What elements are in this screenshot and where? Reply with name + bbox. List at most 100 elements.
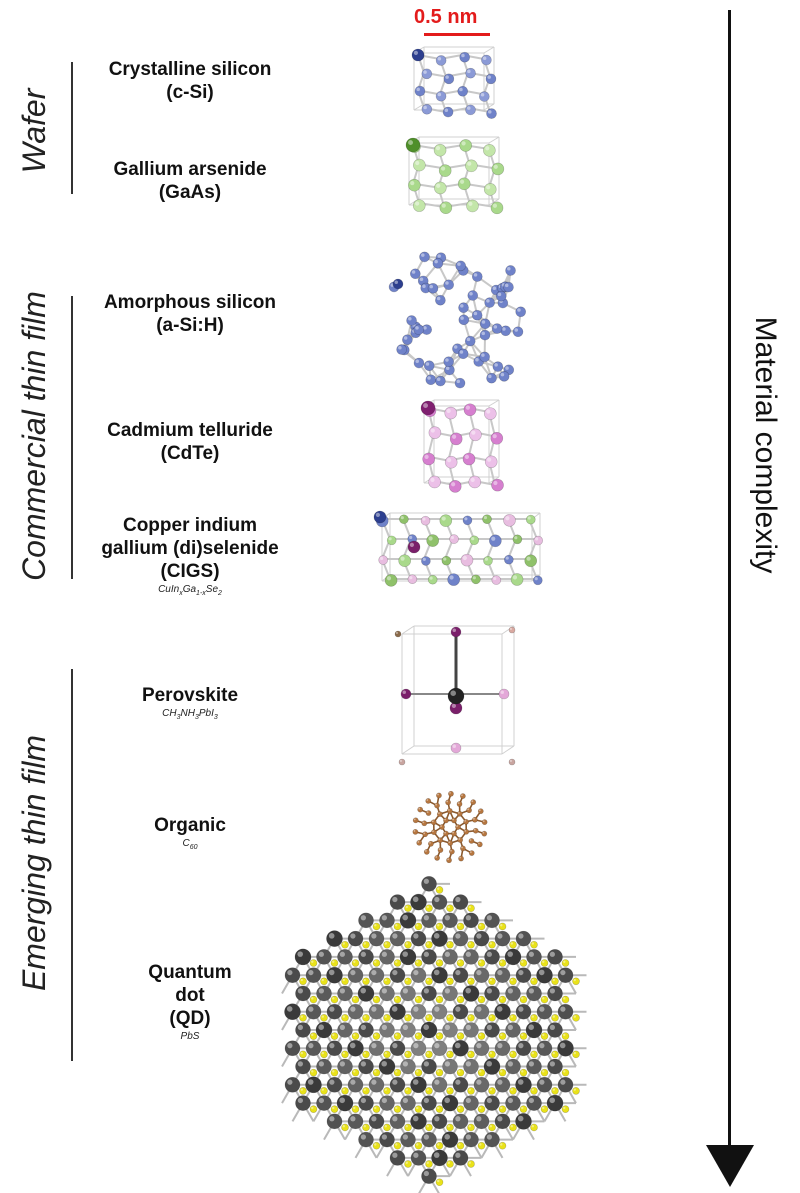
atom: [368, 1003, 385, 1020]
atom: [463, 1022, 479, 1038]
pb-atom: [326, 930, 343, 947]
atom: [459, 139, 472, 152]
atom: [425, 810, 432, 816]
s-atom: [551, 1050, 559, 1059]
s-atom: [456, 922, 465, 931]
atom: [444, 406, 458, 420]
highlighted-atom: [405, 137, 421, 153]
pb-atom: [389, 1003, 406, 1021]
atom: [442, 912, 458, 929]
s-atom: [530, 977, 538, 986]
material-abbr: (CdTe): [160, 443, 220, 464]
s-atom: [446, 940, 454, 949]
atom: [463, 1131, 479, 1148]
s-atom: [530, 1087, 538, 1095]
s-atom: [362, 1014, 370, 1022]
atom: [515, 306, 527, 318]
s-atom: [509, 1050, 517, 1059]
s-atom: [299, 1014, 307, 1022]
s-atom: [425, 977, 433, 986]
pb-atom: [452, 1039, 469, 1057]
material-formula: CH3NH3PbI3: [162, 708, 218, 721]
s-atom: [488, 1014, 496, 1022]
s-atom: [477, 1141, 486, 1150]
atom: [473, 1003, 490, 1020]
atom: [379, 985, 395, 1002]
atom: [439, 201, 453, 215]
s-atom: [467, 1160, 475, 1168]
s-atom: [404, 1014, 412, 1022]
atom: [432, 258, 444, 269]
s-atom: [320, 977, 328, 986]
atom: [400, 1095, 416, 1111]
atom: [557, 1077, 574, 1093]
atom: [458, 314, 470, 326]
s-atom: [477, 1032, 486, 1040]
atom: [526, 985, 542, 1002]
s-atom: [425, 904, 433, 913]
s-atom: [299, 1050, 307, 1059]
atom: [463, 403, 477, 417]
atom: [305, 1003, 322, 1020]
s-atom: [362, 1087, 370, 1095]
s-atom: [414, 1032, 423, 1040]
atom: [457, 177, 471, 191]
atom: [408, 178, 421, 192]
atom: [473, 967, 490, 983]
s-atom: [425, 940, 433, 949]
atom: [452, 967, 469, 983]
s-atom: [404, 1087, 412, 1095]
atom: [479, 318, 491, 330]
pb-atom: [410, 893, 427, 911]
atom: [486, 372, 497, 384]
atom: [410, 930, 427, 947]
s-atom: [551, 1014, 559, 1022]
s-atom: [404, 1160, 412, 1168]
s-atom: [509, 940, 517, 949]
atom: [452, 1150, 469, 1166]
material-name: Copper indium: [122, 515, 258, 536]
s-atom: [456, 959, 465, 967]
s-atom: [414, 995, 423, 1004]
s-atom: [540, 1105, 549, 1113]
atom: [379, 1095, 395, 1111]
atom: [295, 1058, 311, 1075]
atom: [389, 1040, 406, 1057]
atom: [505, 1058, 521, 1075]
pb-atom: [447, 687, 465, 705]
atom: [510, 573, 524, 586]
s-atom: [540, 1032, 549, 1040]
s-atom: [477, 1068, 486, 1077]
atom: [379, 949, 395, 965]
pb-atom: [284, 1003, 301, 1021]
pb-atom: [441, 1094, 459, 1112]
atom: [495, 290, 507, 302]
atom: [485, 73, 497, 85]
s-atom: [435, 1141, 444, 1150]
atom: [358, 1058, 374, 1075]
category-label-commercial: Commercial thin film: [16, 291, 52, 581]
atom: [284, 967, 301, 983]
s-atom: [488, 977, 496, 986]
atom: [420, 515, 431, 526]
s-atom: [404, 977, 412, 986]
atom: [368, 1113, 385, 1130]
atom: [413, 324, 425, 335]
s-atom: [425, 1014, 433, 1022]
atom: [394, 630, 402, 638]
atom: [463, 912, 479, 929]
s-atom: [561, 1032, 570, 1040]
atom: [459, 793, 466, 799]
atom: [524, 554, 538, 568]
atom: [449, 534, 459, 544]
atom: [452, 894, 469, 910]
s-atom: [330, 1068, 339, 1077]
s-atom: [393, 1105, 402, 1113]
atom: [494, 1113, 511, 1130]
s-atom: [351, 995, 360, 1004]
atom: [399, 514, 409, 525]
s-atom: [309, 1105, 318, 1113]
atom: [400, 1131, 416, 1148]
atom: [484, 1095, 500, 1111]
pb-atom: [431, 930, 448, 947]
